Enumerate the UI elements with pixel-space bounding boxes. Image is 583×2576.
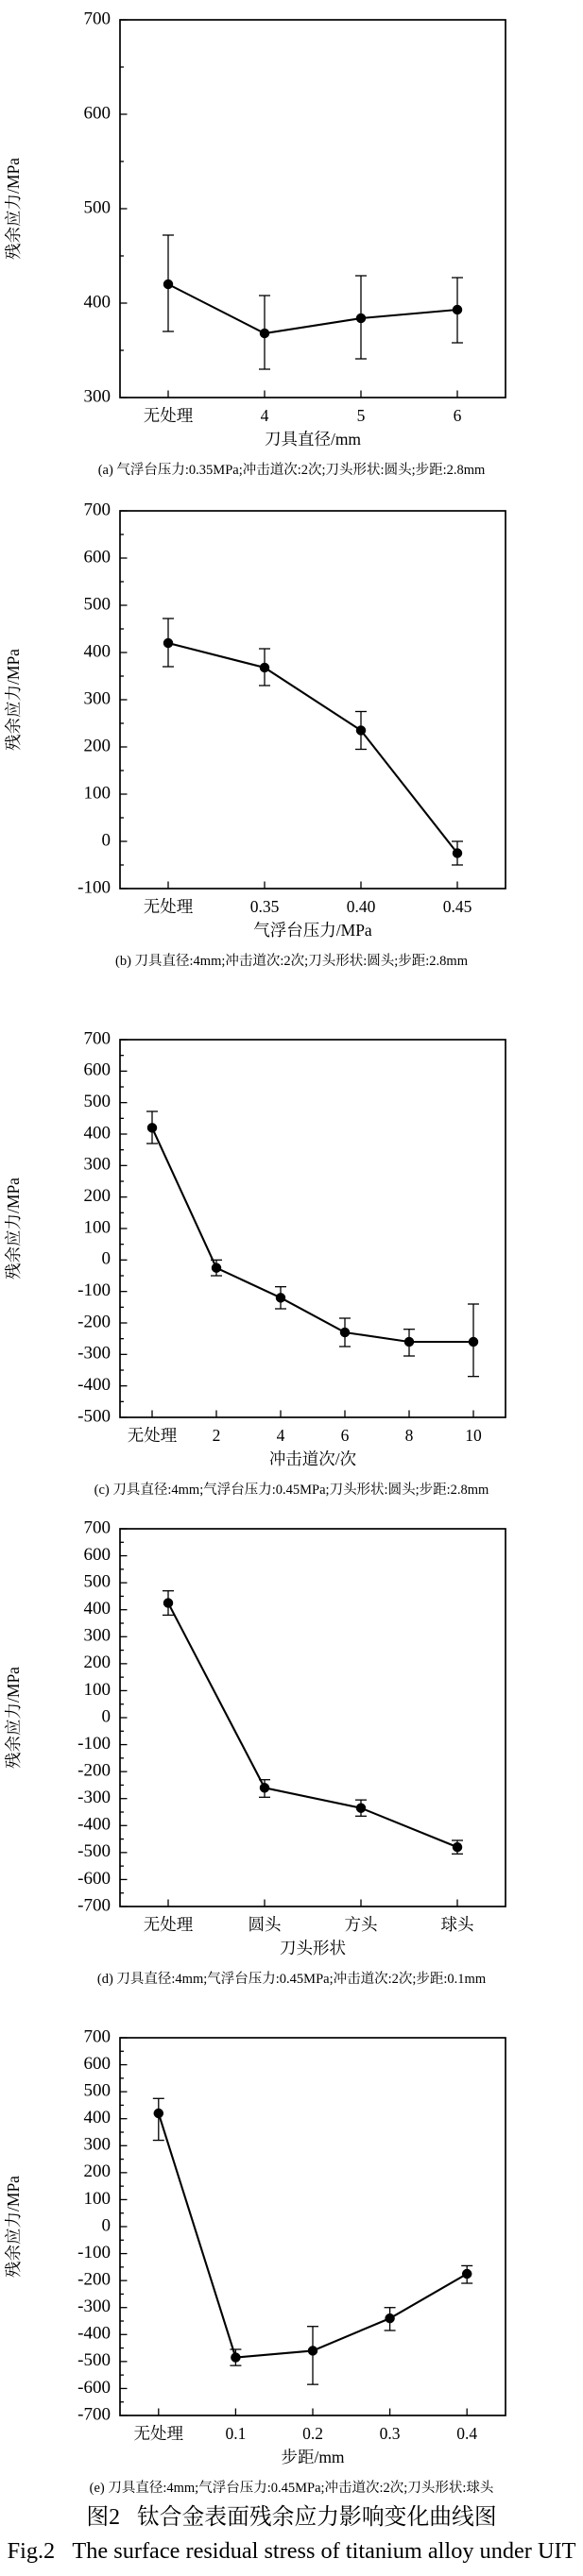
- svg-text:圆头: 圆头: [249, 1915, 282, 1934]
- svg-text:700: 700: [84, 1517, 111, 1537]
- svg-text:-700: -700: [77, 2404, 111, 2424]
- svg-text:400: 400: [84, 1599, 111, 1618]
- svg-text:无处理: 无处理: [144, 897, 194, 916]
- svg-text:100: 100: [84, 783, 111, 803]
- svg-text:700: 700: [84, 500, 111, 519]
- svg-text:200: 200: [84, 736, 111, 755]
- svg-text:-300: -300: [77, 2296, 111, 2316]
- svg-text:刀头形状: 刀头形状: [280, 1939, 346, 1957]
- svg-text:-100: -100: [77, 2243, 111, 2262]
- svg-text:100: 100: [84, 2189, 111, 2209]
- svg-text:-500: -500: [77, 1841, 111, 1861]
- svg-text:400: 400: [84, 1123, 111, 1143]
- svg-text:步距/mm: 步距/mm: [281, 2448, 344, 2466]
- svg-text:-600: -600: [77, 1869, 111, 1889]
- svg-text:4: 4: [261, 406, 269, 425]
- svg-text:-500: -500: [77, 2350, 111, 2370]
- svg-text:0.35: 0.35: [250, 897, 280, 916]
- svg-text:-200: -200: [77, 1312, 111, 1331]
- svg-text:0: 0: [102, 2215, 111, 2235]
- svg-text:600: 600: [84, 2054, 111, 2074]
- svg-text:700: 700: [84, 8, 111, 28]
- svg-text:200: 200: [84, 1652, 111, 1672]
- svg-text:10: 10: [465, 1426, 482, 1445]
- svg-text:500: 500: [84, 594, 111, 614]
- svg-text:400: 400: [84, 292, 111, 312]
- svg-text:300: 300: [84, 688, 111, 708]
- svg-text:5: 5: [357, 406, 366, 425]
- svg-text:300: 300: [84, 1626, 111, 1646]
- svg-text:-100: -100: [77, 1280, 111, 1300]
- svg-text:300: 300: [84, 386, 111, 406]
- svg-text:无处理: 无处理: [128, 1426, 178, 1445]
- svg-text:刀具直径/mm: 刀具直径/mm: [265, 430, 361, 449]
- svg-text:-400: -400: [77, 2324, 111, 2344]
- svg-text:0: 0: [102, 1249, 111, 1269]
- svg-text:0.2: 0.2: [302, 2424, 323, 2443]
- svg-text:冲击道次/次: 冲击道次/次: [269, 1449, 356, 1468]
- svg-text:2: 2: [213, 1426, 221, 1445]
- svg-text:残余应力/MPa: 残余应力/MPa: [4, 1178, 23, 1280]
- svg-text:100: 100: [84, 1217, 111, 1237]
- svg-text:-700: -700: [77, 1895, 111, 1915]
- svg-text:600: 600: [84, 1060, 111, 1080]
- svg-text:600: 600: [84, 103, 111, 123]
- svg-text:8: 8: [405, 1426, 414, 1445]
- svg-text:700: 700: [84, 2026, 111, 2046]
- svg-text:400: 400: [84, 641, 111, 661]
- svg-text:-400: -400: [77, 1815, 111, 1835]
- svg-text:500: 500: [84, 1092, 111, 1111]
- svg-text:0.45: 0.45: [443, 897, 472, 916]
- svg-text:-400: -400: [77, 1375, 111, 1395]
- svg-text:600: 600: [84, 1545, 111, 1565]
- svg-text:0: 0: [102, 830, 111, 850]
- svg-text:200: 200: [84, 2161, 111, 2181]
- svg-text:残余应力/MPa: 残余应力/MPa: [4, 158, 23, 260]
- svg-text:残余应力/MPa: 残余应力/MPa: [4, 649, 23, 751]
- svg-text:600: 600: [84, 547, 111, 567]
- svg-text:无处理: 无处理: [134, 2424, 184, 2443]
- svg-text:-200: -200: [77, 2269, 111, 2289]
- svg-text:500: 500: [84, 197, 111, 217]
- svg-text:200: 200: [84, 1186, 111, 1206]
- svg-text:0.3: 0.3: [380, 2424, 401, 2443]
- svg-text:-300: -300: [77, 1344, 111, 1364]
- svg-text:无处理: 无处理: [144, 1915, 194, 1934]
- svg-text:0.40: 0.40: [347, 897, 376, 916]
- svg-text:-300: -300: [77, 1788, 111, 1807]
- svg-text:-600: -600: [77, 2378, 111, 2398]
- svg-text:100: 100: [84, 1680, 111, 1700]
- svg-text:-200: -200: [77, 1760, 111, 1780]
- svg-text:300: 300: [84, 2135, 111, 2155]
- svg-text:300: 300: [84, 1155, 111, 1175]
- svg-text:无处理: 无处理: [144, 406, 194, 425]
- svg-text:-100: -100: [77, 1734, 111, 1754]
- svg-text:500: 500: [84, 2080, 111, 2100]
- svg-text:球头: 球头: [441, 1915, 474, 1934]
- svg-text:4: 4: [277, 1426, 285, 1445]
- svg-text:700: 700: [84, 1028, 111, 1048]
- svg-text:气浮台压力/MPa: 气浮台压力/MPa: [253, 921, 372, 940]
- svg-text:残余应力/MPa: 残余应力/MPa: [4, 2176, 23, 2278]
- svg-text:6: 6: [454, 406, 462, 425]
- svg-text:6: 6: [341, 1426, 350, 1445]
- svg-text:0: 0: [102, 1706, 111, 1726]
- svg-text:400: 400: [84, 2108, 111, 2127]
- svg-text:方头: 方头: [345, 1915, 378, 1934]
- svg-text:-500: -500: [77, 1406, 111, 1426]
- svg-text:500: 500: [84, 1571, 111, 1591]
- svg-text:0.1: 0.1: [225, 2424, 246, 2443]
- svg-text:-100: -100: [77, 877, 111, 897]
- svg-text:残余应力/MPa: 残余应力/MPa: [4, 1667, 23, 1769]
- svg-text:0.4: 0.4: [456, 2424, 477, 2443]
